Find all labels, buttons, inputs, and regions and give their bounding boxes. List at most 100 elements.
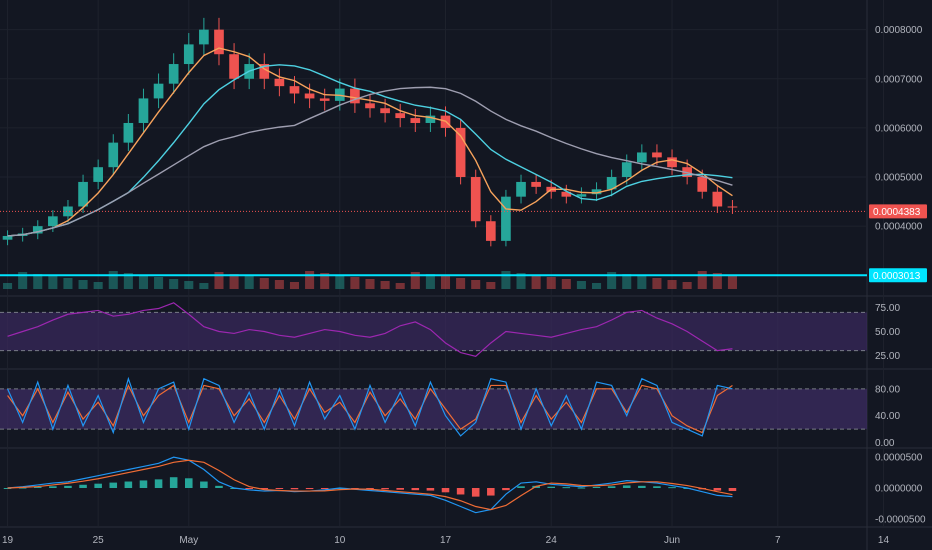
price-tick-label: 0.0007000 (875, 74, 923, 85)
macd-histogram-bar (653, 486, 661, 488)
volume-bar (697, 271, 707, 289)
volume-bar (214, 272, 224, 289)
macd-histogram-bar (471, 488, 480, 497)
candle-body (259, 64, 270, 79)
volume-bar (561, 279, 571, 289)
candle-body (304, 93, 315, 99)
rsi-band (0, 312, 867, 351)
volume-bar (63, 278, 73, 289)
volume-bar (244, 276, 254, 289)
macd-histogram-bar (124, 481, 133, 488)
time-tick-label: 7 (775, 535, 781, 546)
candle-body (485, 221, 496, 241)
support-price-tag: 0.0003013 (873, 271, 921, 282)
candle-body (395, 113, 406, 119)
macd-histogram-bar (622, 485, 631, 488)
stochastic-pane[interactable] (0, 376, 867, 437)
volume-bar (169, 279, 179, 289)
macd-histogram-bar (668, 487, 676, 489)
current-price-tag: 0.0004383 (873, 207, 921, 218)
volume-bar (138, 275, 148, 289)
candle-body (425, 115, 436, 123)
price-tick-label: 0.0004000 (875, 222, 923, 233)
volume-bar (607, 272, 617, 289)
volume-bar (546, 277, 556, 289)
price-pane[interactable] (0, 17, 867, 277)
time-tick-label: 10 (334, 535, 346, 546)
time-tick-label: 17 (440, 535, 452, 546)
candle-body (319, 98, 330, 101)
volume-bar (320, 273, 330, 289)
macd-pane[interactable] (3, 456, 737, 514)
macd-histogram-bar (305, 488, 314, 490)
macd-histogram-bar (411, 488, 420, 491)
volume-bar (501, 271, 511, 289)
volume-bar (123, 273, 133, 289)
current-price-tag-bg (869, 204, 927, 219)
volume-bar (33, 274, 43, 289)
volume-bar (576, 281, 586, 289)
candle-body (637, 152, 647, 163)
candle-body (48, 216, 58, 227)
stoch-band (0, 388, 867, 430)
rsi-tick-label: 75.00 (875, 303, 900, 314)
macd-histogram-bar (64, 485, 72, 488)
macd-histogram-bar (577, 487, 586, 489)
price-tick-label: 0.0005000 (875, 173, 923, 184)
volume-bar (184, 281, 194, 289)
macd-histogram-bar (185, 478, 193, 488)
volume-bar (622, 274, 632, 289)
macd-histogram-bar (94, 483, 102, 488)
volume-bar (456, 278, 466, 289)
volume-bar (108, 271, 118, 289)
time-tick-label: Jun (664, 535, 680, 546)
time-tick-label: May (179, 535, 198, 546)
time-tick-label: 19 (2, 535, 14, 546)
volume-bar (727, 275, 737, 289)
volume-bar (154, 277, 164, 289)
candle-body (32, 226, 43, 234)
macd-histogram-bar (18, 487, 27, 489)
macd-histogram-bar (713, 488, 722, 491)
volume-bar (335, 275, 345, 289)
candle-body (455, 127, 466, 178)
candle-body (727, 206, 738, 208)
macd-histogram-bar (607, 486, 616, 488)
price-axis[interactable]: 0.0008000 0.0007000 0.0006000 0.0005000 0.00… (869, 25, 927, 525)
ma-slow-line (7, 86, 733, 237)
macd-tick-label: -0.0000500 (875, 514, 926, 525)
candle-body (712, 191, 723, 207)
candle-body (78, 181, 88, 207)
grid-lines (0, 0, 884, 527)
macd-histogram-bar (517, 486, 525, 488)
candle-body (501, 196, 511, 241)
volume-bar (652, 278, 662, 289)
macd-line (7, 456, 733, 514)
candle-body (153, 83, 164, 99)
candle-body (516, 181, 526, 197)
volume-bar (410, 272, 420, 289)
macd-histogram-bar (320, 488, 329, 489)
time-tick-label: 14 (878, 535, 890, 546)
candle-body (667, 157, 677, 168)
price-tick-label: 0.0006000 (875, 123, 923, 134)
volume-bar (93, 282, 103, 289)
candle-body (93, 167, 103, 182)
time-tick-label: 25 (93, 535, 105, 546)
volume-bars (3, 271, 737, 289)
macd-histogram-bar (396, 488, 404, 490)
time-axis[interactable]: 1925May101724Jun71421 (2, 535, 932, 546)
macd-tick-label: 0.0000500 (875, 453, 923, 464)
candle-body (470, 177, 481, 222)
candle-body (2, 235, 13, 240)
candle-body (214, 29, 224, 55)
macd-histogram-bar (169, 477, 178, 488)
rsi-pane[interactable] (0, 302, 867, 358)
macd-histogram-bar (215, 485, 223, 488)
stoch-tick-label: 40.00 (875, 411, 900, 422)
candle-body (561, 191, 572, 197)
time-tick-label: 24 (546, 535, 558, 546)
macd-histogram-bar (638, 485, 646, 488)
macd-histogram-bar (426, 488, 435, 491)
